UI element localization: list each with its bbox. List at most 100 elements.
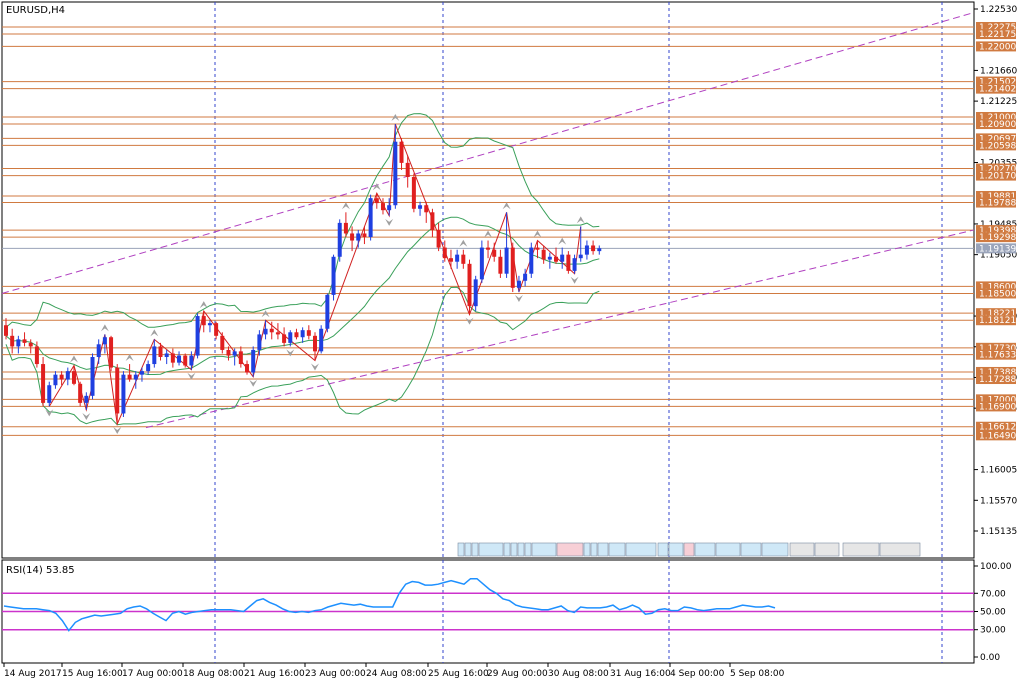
rsi-tick-label: 100.00 bbox=[980, 562, 1012, 572]
rsi-label: RSI(14) 53.85 bbox=[6, 565, 75, 576]
fractal-up-marker bbox=[69, 355, 78, 363]
candle-body bbox=[214, 323, 219, 336]
level-tag-box bbox=[976, 170, 1016, 181]
candle-body bbox=[448, 258, 453, 262]
fractal-down-marker bbox=[187, 372, 196, 380]
fractal-down-marker bbox=[82, 412, 91, 420]
level-tag-box bbox=[976, 308, 1016, 319]
session-segment bbox=[478, 542, 504, 557]
fractal-down-marker bbox=[286, 349, 295, 357]
level-tag-label: 1.22275 bbox=[979, 23, 1016, 33]
fractal-down-marker bbox=[113, 427, 122, 435]
level-tag-box bbox=[976, 41, 1016, 52]
rsi-tick-label: 50.00 bbox=[980, 608, 1006, 618]
session-segment bbox=[740, 542, 762, 557]
candle-body bbox=[535, 247, 540, 250]
candle-body bbox=[78, 383, 83, 403]
session-segment bbox=[668, 542, 684, 557]
time-tick-label: 25 Aug 16:00 bbox=[428, 669, 489, 679]
candle-body bbox=[331, 256, 336, 295]
session-segment bbox=[471, 542, 479, 557]
price-tick-label: 1.21225 bbox=[980, 97, 1017, 107]
candle-body bbox=[411, 177, 416, 209]
candle-body bbox=[467, 263, 472, 307]
candle-body bbox=[399, 141, 404, 163]
candle-body bbox=[380, 203, 385, 211]
channel-line bbox=[1, 12, 975, 294]
candle-body bbox=[306, 330, 311, 336]
candle-body bbox=[282, 334, 287, 343]
candle-body bbox=[547, 256, 552, 260]
level-tag-label: 1.18221 bbox=[979, 309, 1016, 319]
time-tick-label: 21 Aug 16:00 bbox=[244, 669, 305, 679]
level-tag-label: 1.16490 bbox=[979, 431, 1016, 441]
candle-body bbox=[584, 245, 589, 255]
level-tag-box bbox=[976, 112, 1016, 122]
level-tag-label: 1.22175 bbox=[979, 30, 1016, 40]
rsi-line bbox=[3, 577, 776, 632]
session-segment bbox=[814, 542, 840, 557]
level-tag-box bbox=[976, 225, 1016, 236]
candle-body bbox=[387, 205, 392, 211]
fractal-up-marker bbox=[576, 216, 585, 224]
session-segment bbox=[517, 542, 525, 557]
level-tag-label: 1.17000 bbox=[979, 395, 1016, 405]
fractal-up-marker bbox=[533, 230, 542, 238]
candle-body bbox=[90, 357, 95, 396]
candle-body bbox=[22, 339, 27, 343]
candle-body bbox=[232, 351, 237, 356]
candle-body bbox=[152, 346, 157, 365]
candle-body bbox=[201, 316, 206, 326]
candle-body bbox=[10, 335, 15, 347]
fractal-up-marker bbox=[150, 329, 159, 337]
fractal-up-marker bbox=[261, 310, 270, 318]
candle-body bbox=[455, 254, 460, 262]
level-tag-label: 1.19881 bbox=[979, 192, 1016, 202]
fractal-up-marker bbox=[372, 183, 381, 191]
time-tick-label: 17 Aug 00:00 bbox=[122, 669, 183, 679]
candle-body bbox=[146, 364, 151, 372]
candle-body bbox=[109, 337, 114, 368]
time-tick-label: 24 Aug 08:00 bbox=[366, 669, 427, 679]
fractal-up-marker bbox=[502, 202, 511, 210]
current-price-tag bbox=[976, 243, 1016, 254]
candle-body bbox=[121, 374, 126, 414]
session-segment bbox=[556, 542, 584, 557]
candle-body bbox=[47, 385, 52, 403]
candle-body bbox=[34, 346, 39, 365]
rsi-tick-label: 30.00 bbox=[980, 626, 1006, 636]
level-tag-label: 1.17388 bbox=[979, 368, 1016, 378]
fractal-up-marker bbox=[199, 301, 208, 309]
session-segment bbox=[457, 542, 465, 557]
fractal-up-marker bbox=[391, 114, 400, 122]
band-line bbox=[5, 286, 600, 426]
candle-body bbox=[251, 349, 256, 373]
candle-body bbox=[257, 334, 262, 350]
level-tag-box bbox=[976, 374, 1016, 385]
candle-body bbox=[430, 212, 435, 230]
level-tag-box bbox=[976, 232, 1016, 243]
candle-body bbox=[498, 256, 503, 274]
candle-body bbox=[300, 330, 305, 338]
trend-channel bbox=[1, 12, 975, 429]
rsi-panel: 100.00 70.00 50.00 30.00 0.00 bbox=[2, 562, 1012, 663]
level-tag-box bbox=[976, 190, 1016, 201]
level-tag-label: 1.17730 bbox=[979, 344, 1016, 354]
price-tick-label: 1.15570 bbox=[980, 496, 1017, 506]
rsi-tick-label: 0.00 bbox=[980, 653, 1000, 663]
candle-body bbox=[59, 374, 64, 380]
fractal-down-marker bbox=[465, 317, 474, 325]
level-tag-box bbox=[976, 288, 1016, 299]
candle-body bbox=[319, 328, 324, 352]
fractal-down-marker bbox=[45, 409, 54, 417]
time-tick-label: 15 Aug 16:00 bbox=[62, 669, 123, 679]
price-tick-label: 1.21660 bbox=[980, 66, 1017, 76]
level-tag-box bbox=[976, 83, 1016, 94]
level-tag-label: 1.20170 bbox=[979, 172, 1016, 182]
level-tag-label: 1.20900 bbox=[979, 120, 1016, 130]
session-segment bbox=[597, 542, 609, 557]
session-segment bbox=[583, 542, 591, 557]
session-bar bbox=[457, 542, 921, 557]
session-segment bbox=[510, 542, 518, 557]
candle-body bbox=[510, 247, 515, 288]
